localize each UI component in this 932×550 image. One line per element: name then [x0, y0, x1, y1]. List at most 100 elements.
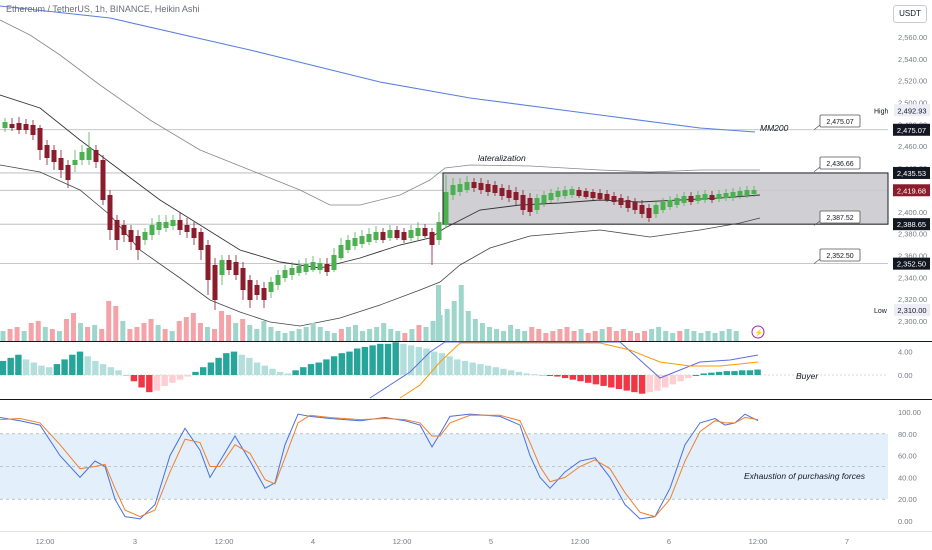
macd-bar — [561, 375, 569, 379]
macd-bar — [176, 375, 184, 380]
macd-bar — [438, 353, 446, 375]
candle-body — [51, 150, 57, 162]
macd-bar — [554, 375, 561, 377]
candle-body — [135, 236, 141, 250]
volume-bar — [402, 333, 408, 341]
macd-bar — [446, 356, 453, 375]
high-value: 2,492.93 — [897, 106, 926, 115]
volume-bar — [719, 331, 725, 341]
candle-body — [345, 240, 351, 250]
candle-body — [555, 191, 561, 197]
price-tick: 2,560.00 — [898, 33, 927, 42]
time-tick: 3 — [133, 537, 137, 546]
candle-body — [296, 266, 302, 273]
candle-body — [618, 198, 624, 205]
candle-body — [541, 195, 547, 203]
volume-bar — [479, 323, 485, 341]
macd-bar — [646, 375, 653, 393]
stoch-tick: 40.00 — [898, 473, 917, 482]
volume-bar — [99, 329, 105, 341]
candle-body — [513, 192, 519, 200]
exhaustion-label: Exhaustion of purchasing forces — [744, 471, 866, 481]
volume-bar — [635, 333, 640, 341]
volume-bar — [536, 329, 542, 341]
price-tick: 2,360.00 — [898, 251, 927, 260]
volume-bar — [465, 311, 471, 341]
macd-bar — [615, 375, 623, 390]
volume-bar — [28, 323, 34, 341]
volume-bar — [472, 319, 478, 341]
candle-body — [688, 196, 694, 202]
macd-bar — [523, 373, 530, 375]
volume-bar — [585, 333, 591, 341]
candle-body — [597, 193, 603, 199]
candle-body — [128, 230, 134, 242]
volume-bar — [85, 327, 91, 341]
currency-button[interactable]: USDT — [893, 5, 927, 23]
volume-bar — [381, 323, 387, 341]
candle-body — [429, 232, 435, 245]
price-tag-text: 2,419.68 — [897, 186, 926, 195]
time-tick: 12:00 — [393, 537, 412, 546]
volume-bar — [501, 331, 507, 341]
volume-bar — [436, 285, 441, 341]
volume-bar — [726, 329, 732, 341]
candle-body — [72, 160, 78, 165]
candle-body — [730, 192, 736, 198]
volume-bar — [663, 331, 669, 341]
candle-body — [100, 160, 106, 200]
volume-bar — [620, 329, 626, 341]
macd-bar — [407, 345, 415, 375]
candle-body — [450, 185, 456, 195]
macd-bar — [577, 375, 584, 382]
volume-bar — [268, 327, 274, 341]
macd-bar — [484, 365, 492, 375]
macd-bar — [230, 351, 238, 375]
candle-body — [583, 191, 589, 197]
candle-body — [233, 262, 239, 275]
macd-bar — [323, 359, 330, 375]
price-tick: 2,300.00 — [898, 317, 927, 326]
volume-bar — [395, 331, 401, 341]
candle-body — [86, 148, 92, 160]
candle-body — [457, 184, 463, 192]
price-tag-level-2388 — [893, 218, 930, 231]
volume-bar — [360, 331, 366, 341]
macd-bar — [184, 375, 191, 377]
candle-body — [240, 268, 246, 290]
macd-bar — [192, 371, 199, 375]
volume-bar — [155, 325, 161, 341]
macd-bar — [654, 375, 661, 391]
volume-bar — [49, 329, 55, 341]
macd-bar — [538, 375, 546, 376]
candle-body — [352, 238, 358, 246]
candle-body — [44, 145, 50, 158]
callout-box — [819, 156, 861, 170]
candle-body — [261, 288, 267, 300]
macd-bar — [739, 370, 746, 375]
price-tag-level-2352 — [893, 257, 930, 270]
price-tick: 2,540.00 — [898, 55, 927, 64]
volume-bar — [733, 331, 739, 341]
macd-bar — [277, 371, 284, 375]
candle-body — [121, 225, 127, 235]
macd-bar — [454, 359, 461, 375]
macd-bar — [508, 370, 515, 375]
candle-body — [387, 230, 393, 238]
volume-bar — [423, 327, 429, 341]
macd-bar — [377, 343, 384, 375]
volume-bar — [557, 329, 563, 341]
macd-bar — [469, 362, 476, 375]
volume-bar — [353, 325, 358, 341]
macd-bar — [623, 375, 630, 391]
symbol-title[interactable]: Ethereum / TetherUS, 1h, BINANCE, Heikin… — [6, 4, 200, 14]
volume-bar — [670, 333, 676, 341]
candle-body — [436, 222, 442, 240]
volume-bar — [522, 331, 528, 341]
volume-bar — [451, 301, 457, 341]
candle-body — [632, 202, 638, 210]
volume-bar — [21, 331, 27, 341]
volume-bar — [169, 331, 175, 341]
volume-bar — [529, 327, 535, 341]
